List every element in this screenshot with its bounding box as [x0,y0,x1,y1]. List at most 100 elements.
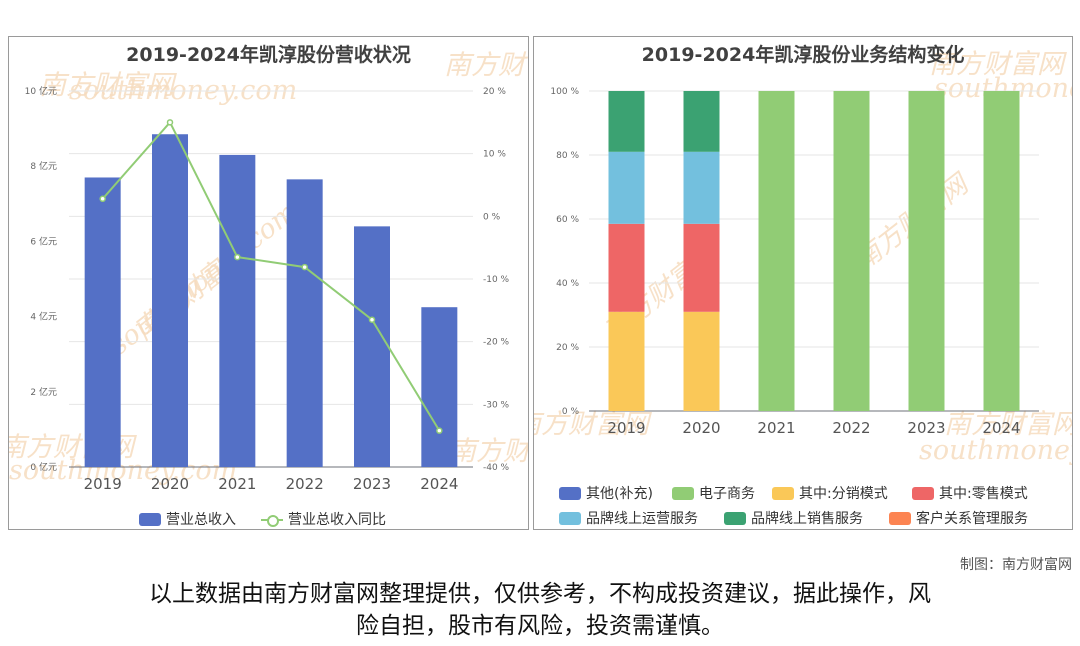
chart-title: 2019-2024年凯淳股份业务结构变化 [641,44,965,66]
revenue-chart-panel: 南方财富网 southmoney.com 南方财富网 southmoney.co… [8,36,529,530]
x-tick-label: 2023 [353,475,391,493]
legend-swatch [889,511,911,525]
legend-item[interactable]: 其中:分销模式 [772,483,888,503]
stacked-bar-segment [833,91,870,411]
yoy-point [301,263,308,271]
legend-label: 其他(补充) [586,486,653,502]
y-tick-label: 6 亿元 [30,235,57,247]
stacked-bar-segment [683,151,720,224]
y-tick-label: 0 亿元 [30,461,57,473]
y2-tick-label: 10 % [483,150,506,160]
legend-label: 品牌线上销售服务 [751,511,863,527]
stacked-bar-segment [683,91,720,152]
y2-tick-label: -40 % [483,463,510,473]
stacked-bar-segment [758,91,795,411]
revenue-bar [84,177,121,468]
y-tick-label: 40 % [556,279,579,289]
x-tick-label: 2022 [832,419,870,437]
y-tick-label: 2 亿元 [30,386,57,398]
watermark: 南方财富网 [534,409,649,440]
stacked-bar-segment [908,91,945,411]
revenue-bar [219,154,256,468]
legend-label: 客户关系管理服务 [916,511,1028,527]
legend-swatch [559,511,581,525]
legend-swatch [672,486,694,500]
y2-tick-label: 20 % [483,87,506,97]
x-tick-label: 2022 [286,475,324,493]
legend-label: 其中:零售模式 [939,486,1028,502]
legend-line-swatch [261,513,283,527]
yoy-point [99,195,106,203]
legend-item[interactable]: 电子商务 [672,483,755,503]
y-tick-label: 4 亿元 [30,311,57,323]
yoy-point [436,427,443,434]
x-tick-label: 2023 [907,419,945,437]
stacked-bar-segment [608,311,645,411]
y2-tick-label: -20 % [483,338,510,348]
watermark: southmoney.com [9,455,238,486]
watermark: 南方财富网 [444,50,528,81]
y-tick-label: 60 % [556,215,579,225]
y-tick-label: 80 % [556,151,579,161]
disclaimer-line: 以上数据由南方财富网整理提供，仅供参考，不构成投资建议，据此操作，风 [149,581,931,607]
legend-item-revenue[interactable]: 营业总收入 [139,509,236,529]
x-tick-label: 2021 [757,419,795,437]
y-tick-label: 20 % [556,343,579,353]
stacked-bar-segment [608,151,645,224]
stacked-bar-segment [608,91,645,152]
revenue-bar [421,307,458,467]
revenue-bar [354,226,390,467]
revenue-chart-svg: -40 % -30 % -20 % -10 % 0 % 10 % 20 % 0 亿元 2 亿元 4… [25,85,510,493]
legend-item[interactable]: 客户关系管理服务 [889,508,1028,528]
x-tick-label: 2020 [151,475,189,493]
yoy-point [234,253,241,261]
structure-chart-panel: 南方财富网 southmoney.com 南方财富网 南方财富网 南方财富网 s… [533,36,1073,530]
stacked-bar-segment [608,223,645,312]
watermark: 南方财富网 [449,436,529,467]
x-tick-label: 2024 [420,475,458,493]
y-tick-label: 100 % [550,87,579,97]
revenue-bar [286,179,323,468]
legend-label: 营业总收入 [166,512,236,528]
stacked-bar-segment [683,311,720,411]
stacked-bar-segment [983,91,1020,411]
disclaimer-line: 险自担，股市有风险，投资需谨慎。 [356,613,724,639]
legend-swatch [559,486,581,500]
legend-label: 营业总收入同比 [288,512,386,528]
structure-chart-svg: 0 % 20 % 40 % 60 % 80 % 100 % 2019 2020 2021 2022… [550,87,1039,437]
chart-credit: 制图：南方财富网 [960,557,1072,573]
x-tick-label: 2024 [982,419,1020,437]
legend-swatch [772,486,794,500]
yoy-line [101,120,441,432]
legend-label: 电子商务 [699,486,755,502]
y-tick-label: 8 亿元 [30,160,57,172]
yoy-point [166,119,174,126]
legend-item[interactable]: 其中:零售模式 [912,483,1028,503]
x-tick-label: 2019 [607,419,645,437]
watermark: 南方财富网 [39,70,174,101]
yoy-point [368,316,376,323]
legend-label: 其中:分销模式 [799,486,888,502]
x-tick-label: 2021 [218,475,256,493]
x-tick-label: 2019 [84,475,122,493]
legend-item[interactable]: 品牌线上运营服务 [559,508,698,528]
watermark: 南方财富网 [944,409,1073,440]
legend-label: 品牌线上运营服务 [586,511,698,527]
revenue-bar [152,134,188,467]
legend-bar-swatch [139,512,161,526]
stacked-bar-segment [683,223,720,312]
y2-tick-label: 0 % [483,212,501,222]
chart-title: 2019-2024年凯淳股份营收状况 [126,44,411,66]
y2-tick-label: -30 % [483,400,510,410]
legend-swatch [724,511,746,525]
watermark: 南方财富网 [929,49,1064,80]
legend-item[interactable]: 其他(补充) [559,483,653,503]
legend-item-yoy[interactable]: 营业总收入同比 [261,509,386,529]
legend-swatch [912,486,934,500]
y-tick-label: 0 % [562,407,580,417]
y-tick-label: 10 亿元 [25,85,57,97]
legend-item[interactable]: 品牌线上销售服务 [724,508,863,528]
x-tick-label: 2020 [682,419,720,437]
disclaimer-text: 以上数据由南方财富网整理提供，仅供参考，不构成投资建议，据此操作，风 险自担，股… [40,578,1040,642]
y2-tick-label: -10 % [483,275,510,285]
